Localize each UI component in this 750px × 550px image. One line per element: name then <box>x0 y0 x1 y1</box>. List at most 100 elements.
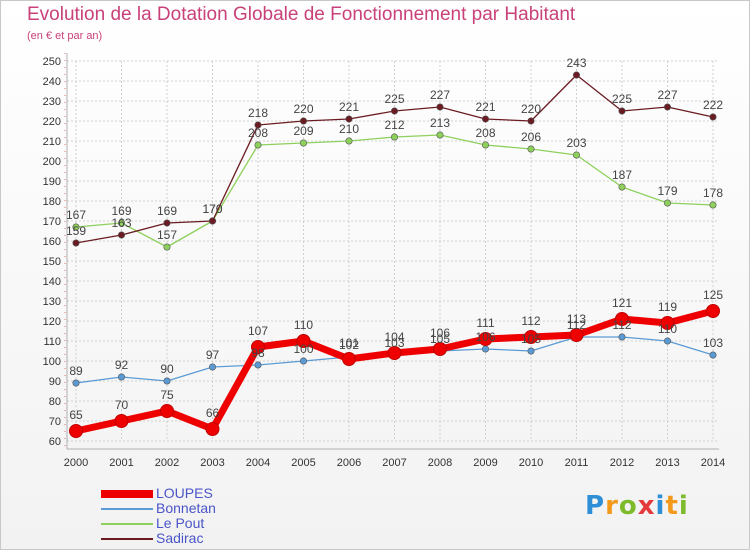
data-point-loupes <box>387 346 402 360</box>
y-tick-label: 240 <box>43 76 61 88</box>
data-label-loupes: 119 <box>658 300 677 314</box>
data-label-le_pout: 169 <box>111 204 131 218</box>
data-label-le_pout: 210 <box>339 122 359 136</box>
data-label-sadirac: 225 <box>384 92 404 106</box>
data-label-loupes: 66 <box>206 406 220 420</box>
data-point-loupes <box>69 424 83 438</box>
y-tick-label: 160 <box>43 236 61 248</box>
data-label-loupes: 112 <box>521 314 540 328</box>
y-tick-label: 80 <box>49 396 61 408</box>
data-label-bonnetan: 112 <box>612 318 631 332</box>
data-label-loupes: 104 <box>384 330 404 344</box>
proxiti-logo: Proxiti <box>585 491 689 521</box>
data-point-sadirac <box>118 231 126 239</box>
data-label-bonnetan: 92 <box>115 358 129 372</box>
legend-swatch-sadirac <box>101 537 153 540</box>
x-tick-label: 2010 <box>519 457 543 469</box>
y-tick-label: 170 <box>43 216 61 228</box>
data-point-loupes <box>478 332 493 346</box>
data-point-sadirac <box>72 239 80 247</box>
data-point-loupes <box>342 352 356 366</box>
brand-letter: r <box>605 491 619 521</box>
data-point-bonnetan <box>254 361 262 369</box>
legend-label-le_pout: Le Pout <box>156 515 205 531</box>
data-point-bonnetan <box>209 363 217 371</box>
data-label-loupes: 121 <box>612 296 632 310</box>
data-label-le_pout: 212 <box>384 118 404 132</box>
legend-label-bonnetan: Bonnetan <box>156 500 216 516</box>
data-label-sadirac: 163 <box>111 216 131 230</box>
data-label-bonnetan: 89 <box>69 364 83 378</box>
brand-letter: o <box>618 491 638 521</box>
data-point-loupes <box>296 334 311 348</box>
data-label-bonnetan: 105 <box>430 332 450 346</box>
data-point-sadirac <box>572 71 580 79</box>
data-label-bonnetan: 97 <box>206 348 220 362</box>
data-point-sadirac <box>481 115 489 123</box>
data-point-le_pout <box>436 131 444 139</box>
data-point-le_pout <box>118 219 126 227</box>
data-label-bonnetan: 112 <box>567 318 586 332</box>
data-label-le_pout: 208 <box>248 126 268 140</box>
y-tick-label: 60 <box>49 436 61 448</box>
data-point-bonnetan <box>527 347 535 355</box>
data-label-sadirac: 221 <box>475 100 495 114</box>
data-point-le_pout <box>163 243 171 251</box>
x-tick-label: 2011 <box>565 457 589 469</box>
data-point-loupes <box>160 404 174 418</box>
data-label-le_pout: 213 <box>430 116 450 130</box>
brand-letter: i <box>655 491 666 521</box>
data-point-loupes <box>569 328 584 342</box>
y-tick-label: 210 <box>43 136 61 148</box>
data-point-loupes <box>251 340 265 354</box>
data-point-bonnetan <box>481 345 489 353</box>
data-label-bonnetan: 103 <box>384 336 404 350</box>
data-label-bonnetan: 105 <box>521 332 541 346</box>
data-point-sadirac <box>390 107 398 115</box>
data-point-le_pout <box>299 139 307 147</box>
data-label-sadirac: 220 <box>293 102 313 116</box>
x-tick-label: 2009 <box>473 457 497 469</box>
legend-item-sadirac: Sadirac <box>101 531 216 546</box>
data-point-loupes <box>433 342 447 356</box>
y-tick-label: 250 <box>43 56 61 68</box>
x-tick-label: 2006 <box>337 457 361 469</box>
data-point-bonnetan <box>72 379 80 387</box>
data-label-le_pout: 157 <box>157 228 177 242</box>
data-point-le_pout <box>345 137 353 145</box>
data-point-bonnetan <box>618 333 626 341</box>
data-label-le_pout: 203 <box>566 136 586 150</box>
x-tick-label: 2005 <box>291 457 315 469</box>
y-tick-label: 150 <box>43 256 61 268</box>
legend-swatch-loupes <box>101 489 153 498</box>
data-label-bonnetan: 90 <box>160 362 174 376</box>
data-label-sadirac: 220 <box>521 102 541 116</box>
data-label-loupes: 70 <box>115 398 129 412</box>
data-label-loupes: 106 <box>430 326 450 340</box>
legend-swatch-bonnetan <box>101 507 153 510</box>
x-tick-label: 2001 <box>109 457 133 469</box>
data-point-sadirac <box>254 121 262 129</box>
data-point-bonnetan <box>118 373 126 381</box>
data-label-sadirac: 227 <box>657 88 677 102</box>
data-label-sadirac: 170 <box>202 202 222 216</box>
data-point-sadirac <box>618 107 626 115</box>
data-point-loupes <box>660 316 675 330</box>
data-point-sadirac <box>527 117 535 125</box>
data-label-loupes: 101 <box>339 336 359 350</box>
data-point-le_pout <box>72 223 80 231</box>
data-label-loupes: 75 <box>160 388 174 402</box>
data-label-bonnetan: 102 <box>339 338 359 352</box>
brand-letter: P <box>585 491 606 521</box>
legend-swatch-le_pout <box>101 522 153 525</box>
data-point-bonnetan <box>709 351 717 359</box>
y-tick-label: 190 <box>43 176 61 188</box>
data-point-sadirac <box>663 103 671 111</box>
data-label-loupes: 111 <box>476 316 495 330</box>
data-point-le_pout <box>572 151 580 159</box>
data-point-le_pout <box>390 133 398 141</box>
x-tick-label: 2014 <box>701 457 725 469</box>
data-label-bonnetan: 103 <box>703 336 723 350</box>
